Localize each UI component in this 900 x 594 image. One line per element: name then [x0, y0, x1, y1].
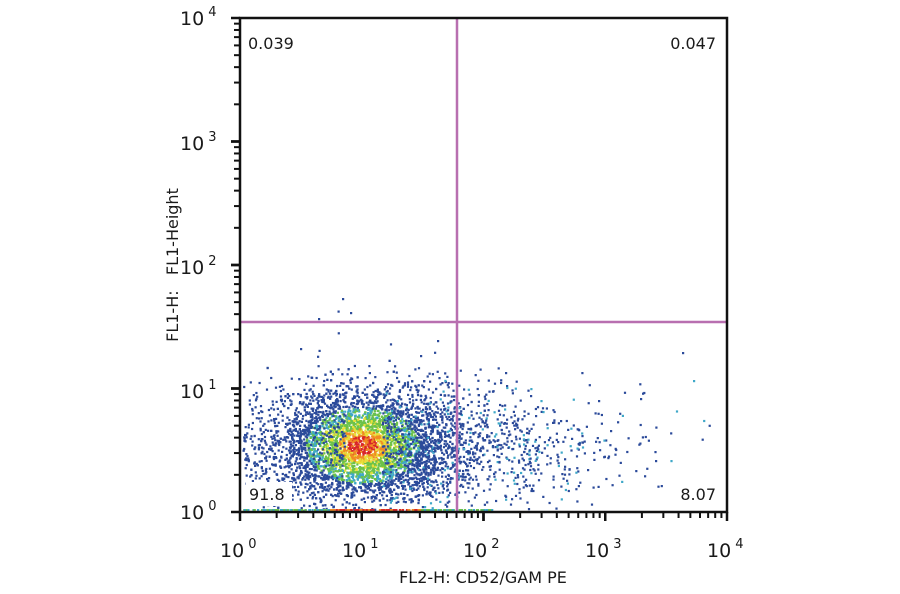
y-axis-title: FL1-H: FL1-Height — [163, 188, 182, 342]
quadrant-label-upper-right: 0.047 — [670, 34, 716, 53]
y-axis-ticks — [231, 16, 240, 514]
x-axis-title: FL2-H: CD52/GAM PE — [399, 568, 567, 587]
quadrant-label-lower-left: 91.8 — [249, 485, 285, 504]
quadrant-label-upper-left: 0.039 — [248, 34, 294, 53]
x-axis-tick-labels: 10 0 10 1 10 2 10 3 10 4 — [220, 537, 743, 562]
quadrant-label-bg — [246, 482, 292, 506]
y-axis-tick-labels: 10 0 10 1 10 2 10 3 10 4 — [180, 5, 216, 524]
x-tick-base: 10 — [220, 540, 244, 562]
x-tick-exp: 0 — [248, 537, 256, 552]
event-dots — [242, 298, 711, 514]
x-axis-ticks — [238, 512, 729, 521]
quadrant-label-lower-right: 8.07 — [680, 485, 716, 504]
